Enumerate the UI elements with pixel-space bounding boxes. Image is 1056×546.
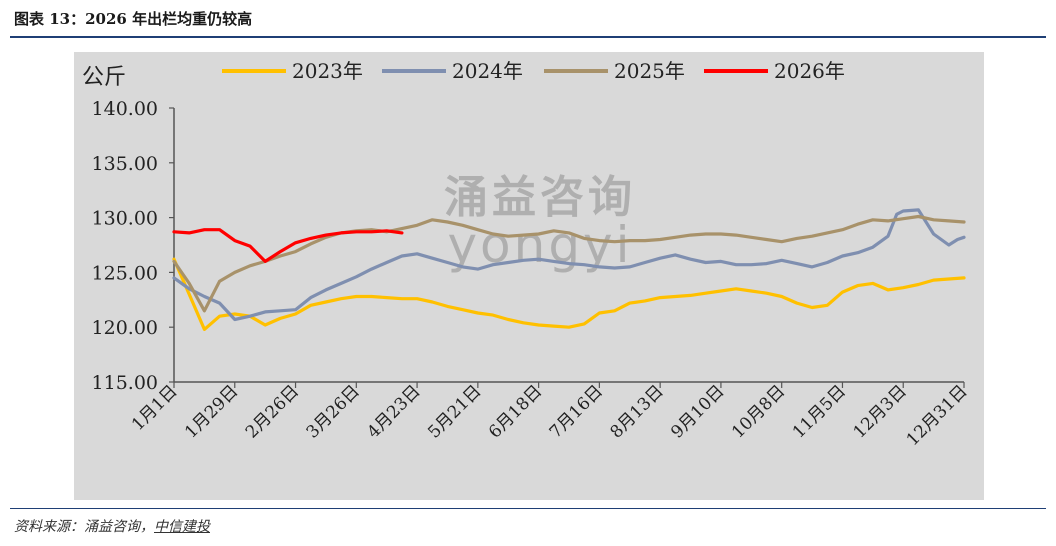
legend-label: 2025年 <box>614 59 685 83</box>
series-line-2023年 <box>172 257 966 331</box>
series-line-2026年 <box>172 228 404 263</box>
y-tick-label: 135.00 <box>92 153 158 175</box>
x-tick-label: 3月26日 <box>303 381 364 442</box>
y-tick-label: 115.00 <box>92 372 158 394</box>
x-tick-label: 11月5日 <box>789 381 850 442</box>
source-prefix: 资料来源：涌益咨询， <box>14 519 154 535</box>
title-rule <box>10 36 1046 38</box>
legend-label: 2024年 <box>452 59 523 83</box>
series-line-2025年 <box>172 214 966 313</box>
x-tick-label: 6月18日 <box>485 381 546 442</box>
watermark-cn: 涌益咨询 <box>444 172 636 223</box>
source-link[interactable]: 中信建投 <box>154 519 210 535</box>
x-tick-label: 2月26日 <box>242 381 303 442</box>
x-tick-label: 5月21日 <box>424 381 485 442</box>
x-tick-label: 12月31日 <box>903 381 972 450</box>
footer-rule <box>10 508 1046 509</box>
series-line-2024年 <box>172 208 966 322</box>
legend: 2023年 2024年 2025年 2026年 <box>222 59 845 83</box>
legend-label: 2023年 <box>292 59 363 83</box>
y-tick-label: 130.00 <box>92 208 158 230</box>
figure-title: 图表 13：2026 年出栏均重仍较高 <box>14 10 253 28</box>
axes: 115.00120.00125.00130.00135.00140.001月1日… <box>92 98 972 450</box>
legend-label: 2026年 <box>774 59 845 83</box>
y-tick-label: 125.00 <box>92 262 158 284</box>
x-tick-label: 10月8日 <box>728 381 789 442</box>
watermark: 涌益咨询 yongyi <box>444 172 636 274</box>
x-tick-label: 9月10日 <box>667 381 728 442</box>
y-tick-label: 120.00 <box>92 317 158 339</box>
x-tick-label: 8月13日 <box>607 381 668 442</box>
x-tick-label: 1月29日 <box>181 381 242 442</box>
x-tick-label: 7月16日 <box>546 381 607 442</box>
watermark-en: yongyi <box>447 216 632 274</box>
y-axis-label: 公斤 <box>82 65 126 90</box>
x-tick-label: 4月23日 <box>363 381 424 442</box>
y-tick-label: 140.00 <box>92 98 158 120</box>
x-tick-label: 12月3日 <box>850 381 911 442</box>
source-note: 资料来源：涌益咨询，中信建投 <box>14 516 210 536</box>
series-group <box>172 208 966 331</box>
